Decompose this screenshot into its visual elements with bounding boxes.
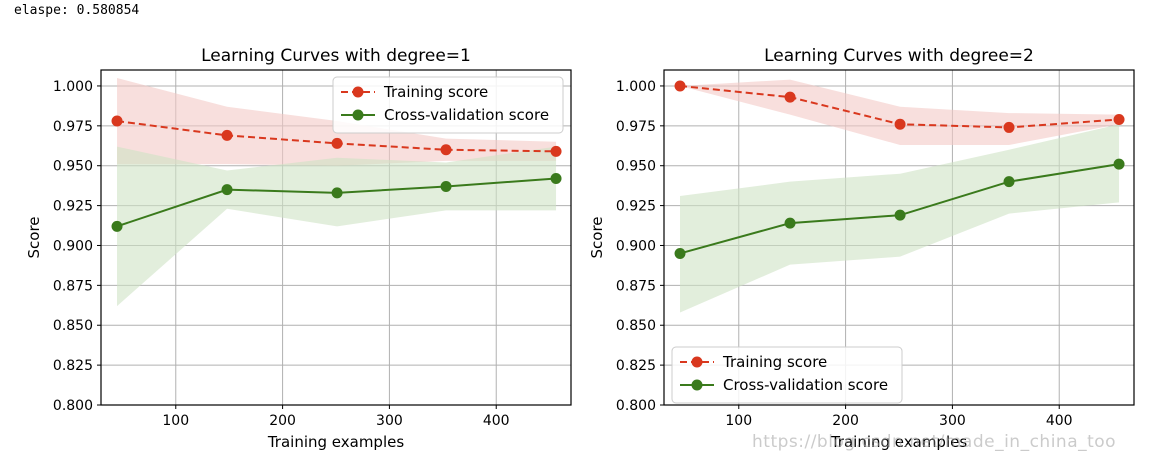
y-tick-label: 0.950 [616, 159, 656, 175]
x-axis-label: Training examples [267, 433, 405, 451]
training-score-point [1113, 113, 1125, 125]
training-legend-label: Training score [383, 83, 488, 101]
cv-score-point [550, 172, 562, 184]
training-legend-marker [352, 86, 364, 98]
legend-box [671, 346, 903, 404]
x-tick-label: 200 [832, 413, 859, 429]
training-legend-marker [691, 356, 703, 368]
legend: Training score Cross-validation score [671, 346, 903, 404]
y-tick-label: 0.975 [616, 119, 656, 135]
cv-score-point [111, 220, 123, 232]
cv-score-point [440, 180, 452, 192]
x-tick-label: 100 [162, 413, 189, 429]
cv-legend-label: Cross-validation score [384, 106, 549, 124]
training-legend-label: Training score [722, 353, 827, 371]
cv-legend-marker [691, 379, 703, 391]
y-axis-label: Score [25, 216, 43, 258]
x-tick-label: 300 [376, 413, 403, 429]
x-tick-label: 100 [725, 413, 752, 429]
x-tick-label: 300 [939, 413, 966, 429]
chart-title: Learning Curves with degree=1 [201, 46, 471, 66]
x-tick-label: 400 [483, 413, 510, 429]
y-tick-label: 0.950 [53, 159, 93, 175]
cv-legend-marker [352, 109, 364, 121]
cv-score-point [894, 209, 906, 221]
training-score-point [111, 115, 123, 127]
y-tick-label: 0.900 [616, 238, 656, 254]
y-axis-label: Score [588, 216, 606, 258]
legend-box [332, 76, 564, 134]
cv-score-point [221, 184, 233, 196]
chart-title: Learning Curves with degree=2 [764, 46, 1034, 66]
cv-score-point [1113, 158, 1125, 170]
training-score-point [784, 91, 796, 103]
y-tick-label: 0.850 [616, 318, 656, 334]
y-tick-label: 0.975 [53, 119, 93, 135]
legend: Training score Cross-validation score [332, 76, 564, 134]
y-tick-label: 0.800 [53, 398, 93, 414]
y-tick-label: 0.825 [616, 358, 656, 374]
cv-legend-label: Cross-validation score [723, 376, 888, 394]
training-score-point [440, 144, 452, 156]
y-tick-label: 0.825 [53, 358, 93, 374]
y-tick-label: 0.800 [616, 398, 656, 414]
x-tick-label: 200 [269, 413, 296, 429]
cv-score-point [1003, 176, 1015, 188]
x-tick-label: 400 [1046, 413, 1073, 429]
training-score-point [674, 80, 686, 92]
chart-panel-1: 100 200 300 400 0.800 0.825 0.850 0.875 0.900 0.9… [25, 46, 572, 451]
training-score-point [1003, 121, 1015, 133]
chart-panel-2: 100 200 300 400 0.800 0.825 0.850 0.875 0.900 0.9… [588, 46, 1135, 451]
y-tick-label: 0.925 [53, 199, 93, 215]
axes-frame [663, 69, 1135, 406]
cv-score-point [674, 247, 686, 259]
y-tick-label: 0.875 [616, 278, 656, 294]
training-score-point [894, 118, 906, 130]
x-axis-label: Training examples [830, 433, 968, 451]
training-score-band [680, 79, 1120, 145]
training-score-point [331, 137, 343, 149]
cv-score-band [117, 146, 557, 307]
cv-score-point [331, 187, 343, 199]
y-tick-label: 1.000 [53, 79, 93, 95]
y-tick-label: 0.925 [616, 199, 656, 215]
elapsed-time-text: elaspe: 0.580854 [14, 3, 140, 18]
y-tick-label: 0.875 [53, 278, 93, 294]
cv-score-point [784, 217, 796, 229]
watermark-text: https://blog.csdn.net/made_in_china_too [752, 432, 1117, 452]
y-tick-label: 0.850 [53, 318, 93, 334]
y-tick-label: 1.000 [616, 79, 656, 95]
y-tick-label: 0.900 [53, 238, 93, 254]
training-score-point [221, 129, 233, 141]
training-score-point [550, 145, 562, 157]
axes-frame [100, 69, 572, 406]
